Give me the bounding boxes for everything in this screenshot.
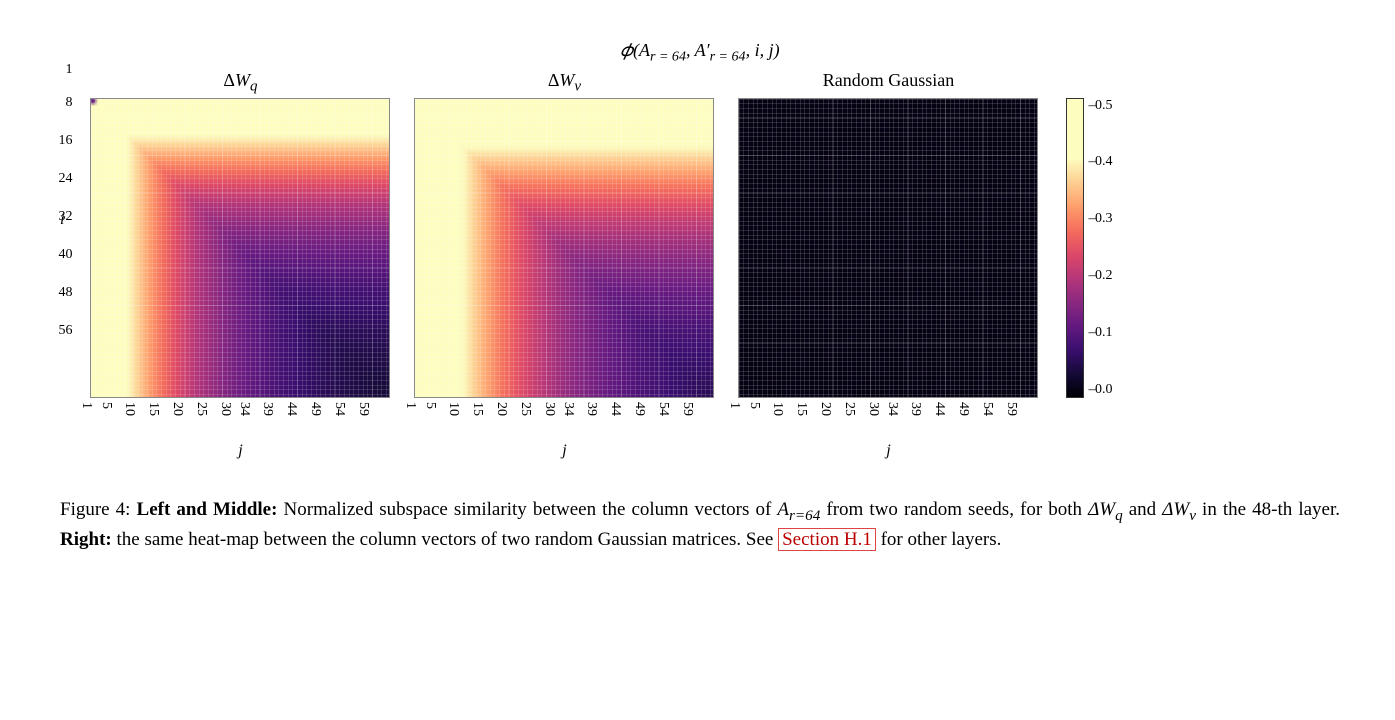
colorbar-tick: 0.4 — [1088, 154, 1112, 170]
y-tick: 16 — [58, 134, 72, 148]
x-tick: 54 — [331, 402, 347, 416]
x-tick: 30 — [217, 402, 233, 416]
colorbar-ticks: 0.5 0.4 0.3 0.2 0.1 0.0 — [1088, 98, 1112, 398]
y-tick: 1 — [65, 63, 72, 77]
x-tick: 20 — [817, 402, 833, 416]
panel-title: ΔWq — [223, 70, 257, 92]
figure-container: 𝜙(Ar = 64, A′r = 64, i, j) i 18162432404… — [60, 40, 1340, 554]
x-tick: 39 — [583, 402, 599, 416]
colorbar-tick: 0.1 — [1088, 325, 1112, 341]
colorbar-tick: 0.5 — [1088, 98, 1112, 114]
colorbar-tick: 0.0 — [1088, 382, 1112, 398]
x-tick: 10 — [769, 402, 785, 416]
x-tick: 44 — [931, 402, 947, 416]
heatmap — [414, 98, 714, 398]
heatmap-canvas — [415, 99, 713, 397]
x-tick: 15 — [469, 402, 485, 416]
x-tick: 10 — [121, 402, 137, 416]
y-tick: 56 — [58, 324, 72, 338]
x-axis-ticks: 151015202530343944495459 — [90, 402, 390, 438]
x-axis-ticks: 151015202530343944495459 — [738, 402, 1038, 438]
y-tick: 32 — [58, 210, 72, 224]
x-tick: 59 — [1003, 402, 1019, 416]
y-tick: 24 — [58, 172, 72, 186]
x-tick: 1 — [402, 402, 418, 409]
heatmap-panel-dWv: ΔWv151015202530343944495459j — [414, 70, 714, 460]
panel-title: Random Gaussian — [823, 70, 954, 92]
x-tick: 44 — [283, 402, 299, 416]
figure-suptitle: 𝜙(Ar = 64, A′r = 64, i, j) — [60, 40, 1340, 66]
x-tick: 20 — [493, 402, 509, 416]
colorbar-tick: 0.3 — [1088, 211, 1112, 227]
y-tick: 40 — [58, 248, 72, 262]
x-tick: 5 — [422, 402, 438, 409]
heatmap — [90, 98, 390, 398]
x-tick: 15 — [793, 402, 809, 416]
heatmap — [738, 98, 1038, 398]
x-tick: 59 — [679, 402, 695, 416]
x-tick: 1 — [78, 402, 94, 409]
x-tick: 59 — [355, 402, 371, 416]
x-tick: 30 — [541, 402, 557, 416]
x-tick: 39 — [907, 402, 923, 416]
x-axis-label: j — [562, 442, 566, 460]
x-tick: 39 — [259, 402, 275, 416]
heatmap-panel-dWq: ΔWq151015202530343944495459j — [90, 70, 390, 460]
figure-caption: Figure 4: Left and Middle: Normalized su… — [60, 496, 1340, 554]
x-tick: 30 — [865, 402, 881, 416]
heatmap-canvas — [91, 99, 389, 397]
x-tick: 49 — [631, 402, 647, 416]
colorbar — [1066, 98, 1084, 398]
x-axis-ticks: 151015202530343944495459 — [414, 402, 714, 438]
panel-title: ΔWv — [548, 70, 581, 92]
suptitle-text: 𝜙(Ar = 64, A′r = 64, i, j) — [620, 40, 779, 60]
x-tick: 5 — [746, 402, 762, 409]
x-tick: 25 — [517, 402, 533, 416]
colorbar-block: 0.5 0.4 0.3 0.2 0.1 0.0 — [1066, 98, 1112, 398]
section-ref-link[interactable]: Section H.1 — [778, 528, 876, 551]
x-tick: 54 — [979, 402, 995, 416]
panels-row: i 18162432404856 ΔWq15101520253034394449… — [60, 70, 1340, 460]
heatmap-canvas — [739, 99, 1037, 397]
colorbar-tick: 0.2 — [1088, 268, 1112, 284]
heatmap-panels: ΔWq151015202530343944495459jΔWv151015202… — [78, 70, 1050, 460]
x-tick: 20 — [169, 402, 185, 416]
x-tick: 34 — [236, 402, 252, 416]
x-tick: 49 — [955, 402, 971, 416]
x-tick: 25 — [193, 402, 209, 416]
y-axis-ticks: 18162432404856 — [72, 70, 78, 370]
x-tick: 15 — [145, 402, 161, 416]
heatmap-panel-randn: Random Gaussian151015202530343944495459j — [738, 70, 1038, 460]
x-tick: 25 — [841, 402, 857, 416]
y-axis-block: i 18162432404856 — [60, 70, 78, 370]
x-tick: 34 — [560, 402, 576, 416]
x-tick: 1 — [726, 402, 742, 409]
x-tick: 5 — [98, 402, 114, 409]
x-tick: 34 — [884, 402, 900, 416]
y-tick: 8 — [65, 96, 72, 110]
x-axis-label: j — [238, 442, 242, 460]
y-tick: 48 — [58, 286, 72, 300]
x-tick: 44 — [607, 402, 623, 416]
x-tick: 54 — [655, 402, 671, 416]
x-tick: 10 — [445, 402, 461, 416]
x-axis-label: j — [886, 442, 890, 460]
x-tick: 49 — [307, 402, 323, 416]
